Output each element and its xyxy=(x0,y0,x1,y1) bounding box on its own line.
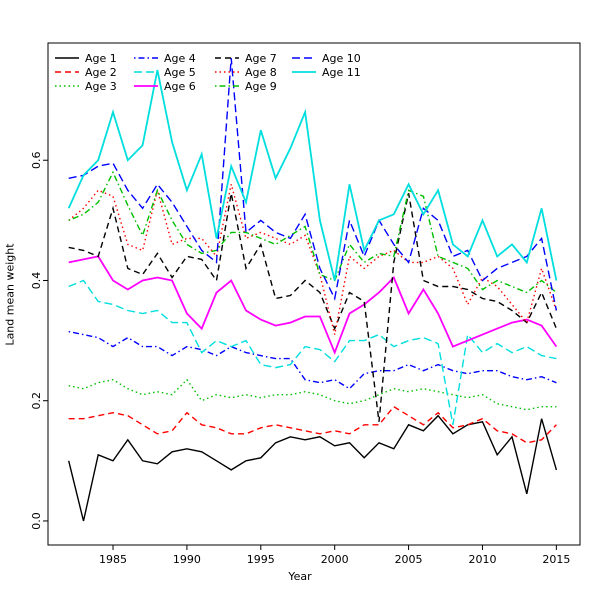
legend-label-age-11: Age 11 xyxy=(322,66,361,79)
plot-box xyxy=(47,42,581,546)
legend-label-age-4: Age 4 xyxy=(164,52,196,65)
x-tick-label: 2005 xyxy=(395,553,423,566)
y-axis-label: Land mean weight xyxy=(3,243,17,346)
series-age-3 xyxy=(68,378,557,411)
legend-label-age-8: Age 8 xyxy=(245,66,277,79)
x-tick-label: 2000 xyxy=(321,553,349,566)
series-age-5 xyxy=(68,279,557,425)
series-age-4 xyxy=(68,330,557,390)
x-tick-label: 1995 xyxy=(247,553,275,566)
y-tick-label: 0.2 xyxy=(30,392,43,410)
legend-label-age-1: Age 1 xyxy=(85,52,117,65)
series-age-9 xyxy=(68,170,557,294)
legend-label-age-5: Age 5 xyxy=(164,66,196,79)
series-age-1 xyxy=(68,414,558,522)
series-age-11 xyxy=(67,69,558,281)
series-age-6 xyxy=(68,255,558,356)
x-tick-label: 1985 xyxy=(99,553,127,566)
y-tick-label: 0.4 xyxy=(30,272,43,290)
legend-label-age-10: Age 10 xyxy=(322,52,361,65)
y-tick-label: 0.6 xyxy=(30,151,43,169)
legend-label-age-7: Age 7 xyxy=(245,52,277,65)
x-axis-label: Year xyxy=(288,570,312,583)
legend-label-age-6: Age 6 xyxy=(164,80,196,93)
series-age-10 xyxy=(68,57,558,311)
legend-label-age-3: Age 3 xyxy=(85,80,117,93)
x-tick-label: 2010 xyxy=(468,553,496,566)
x-tick-label: 1990 xyxy=(173,553,201,566)
y-tick-label: 0.0 xyxy=(30,512,43,530)
legend-label-age-9: Age 9 xyxy=(245,80,277,93)
x-tick-label: 2015 xyxy=(542,553,570,566)
series-age-8 xyxy=(68,184,558,335)
legend-label-age-2: Age 2 xyxy=(85,66,117,79)
series-age-7 xyxy=(68,193,558,422)
